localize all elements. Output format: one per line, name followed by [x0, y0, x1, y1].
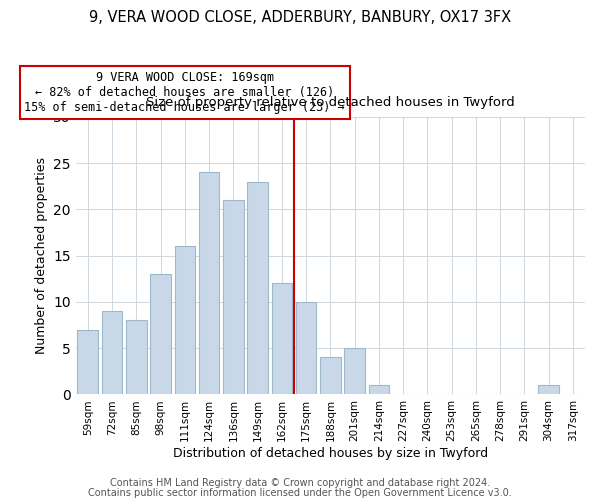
Bar — [102, 311, 122, 394]
Bar — [538, 385, 559, 394]
X-axis label: Distribution of detached houses by size in Twyford: Distribution of detached houses by size … — [173, 447, 488, 460]
Bar — [247, 182, 268, 394]
Y-axis label: Number of detached properties: Number of detached properties — [35, 157, 47, 354]
Bar — [320, 358, 341, 395]
Bar — [77, 330, 98, 394]
Bar — [368, 385, 389, 394]
Title: Size of property relative to detached houses in Twyford: Size of property relative to detached ho… — [146, 96, 515, 108]
Bar — [344, 348, 365, 395]
Bar — [272, 284, 292, 395]
Bar — [150, 274, 171, 394]
Text: Contains HM Land Registry data © Crown copyright and database right 2024.: Contains HM Land Registry data © Crown c… — [110, 478, 490, 488]
Bar — [126, 320, 146, 394]
Bar — [175, 246, 195, 394]
Text: 9, VERA WOOD CLOSE, ADDERBURY, BANBURY, OX17 3FX: 9, VERA WOOD CLOSE, ADDERBURY, BANBURY, … — [89, 10, 511, 25]
Bar — [296, 302, 316, 394]
Bar — [199, 172, 220, 394]
Text: Contains public sector information licensed under the Open Government Licence v3: Contains public sector information licen… — [88, 488, 512, 498]
Text: 9 VERA WOOD CLOSE: 169sqm
← 82% of detached houses are smaller (126)
15% of semi: 9 VERA WOOD CLOSE: 169sqm ← 82% of detac… — [25, 71, 345, 114]
Bar — [223, 200, 244, 394]
